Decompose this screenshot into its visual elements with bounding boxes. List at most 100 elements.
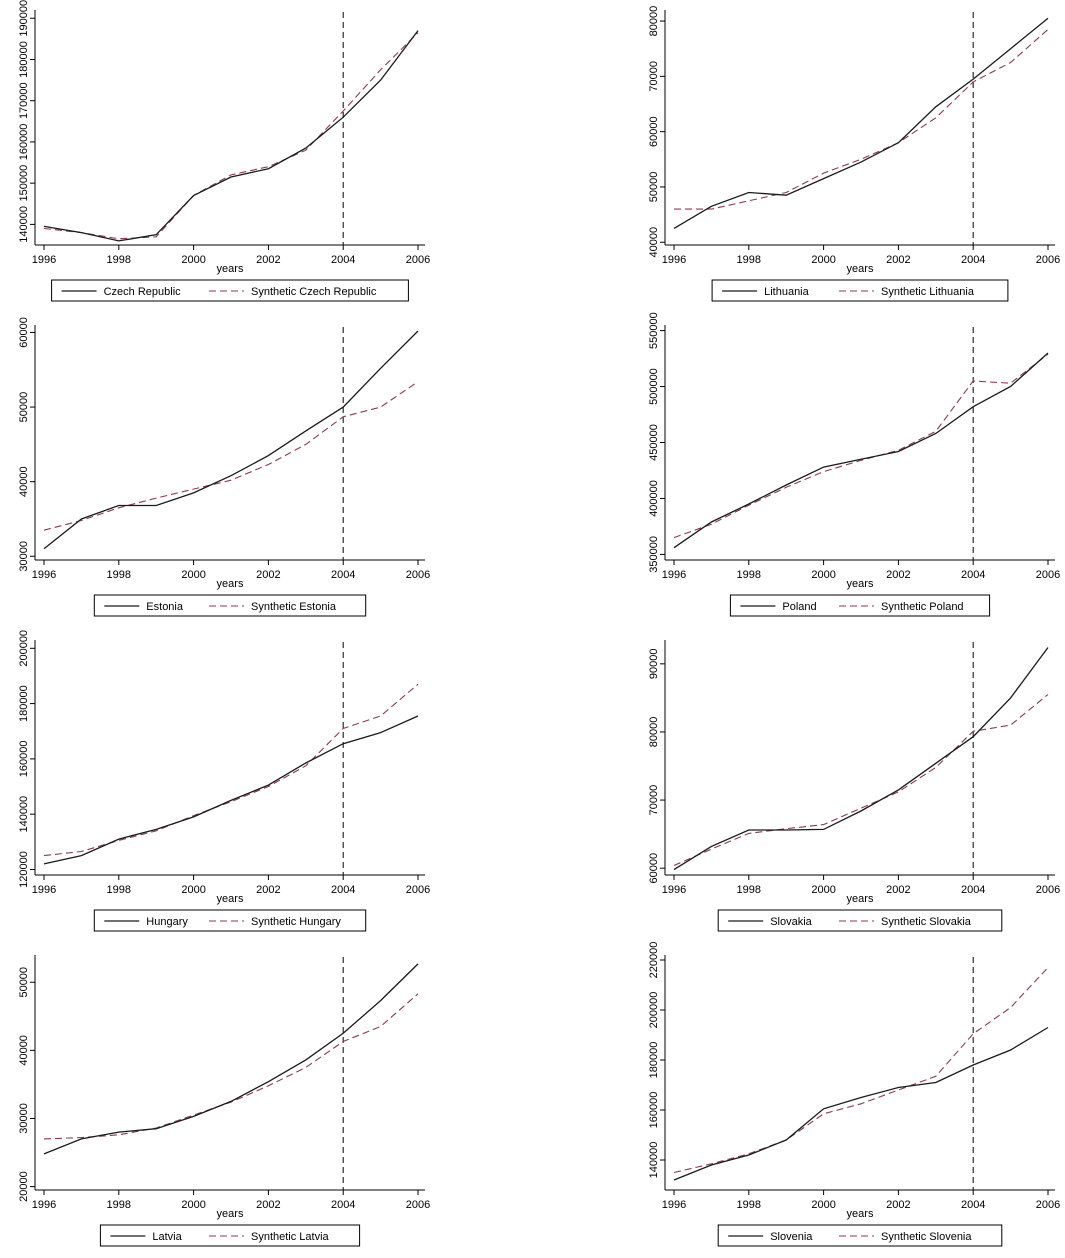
- chart-3-ytick-label-3: 60000: [18, 317, 30, 348]
- chart-1-xtick-label-4: 2004: [331, 254, 355, 266]
- chart-2-legend-label-actual: Lithuania: [764, 286, 810, 298]
- chart-3-plot-area: [35, 325, 425, 560]
- chart-1-series-actual: [43, 30, 419, 242]
- chart-5-series-synthetic: [43, 683, 419, 857]
- chart-7-x-axis-label: years: [217, 1208, 244, 1220]
- chart-5-plot-area: [35, 640, 425, 875]
- chart-8-x-axis-label: years: [847, 1208, 874, 1220]
- chart-5: 120000 140000 160000 180000 200000 1996 1998 20…: [18, 630, 430, 932]
- chart-8-ytick-label-3: 200000: [648, 992, 660, 1029]
- chart-5-legend-label-actual: Hungary: [146, 916, 188, 928]
- chart-5-ytick-label-2: 160000: [18, 741, 30, 778]
- chart-1-ytick-label-3: 170000: [18, 82, 30, 119]
- chart-5-ytick-label-4: 200000: [18, 630, 30, 667]
- chart-1-ytick-label-1: 150000: [18, 165, 30, 202]
- chart-1-xtick-label-3: 2002: [256, 254, 280, 266]
- chart-1-x-axis-label: years: [217, 263, 244, 275]
- chart-3-legend-label-synthetic: Synthetic Estonia: [251, 601, 337, 613]
- chart-2-legend: [711, 279, 1009, 302]
- chart-3-series-actual: [43, 330, 419, 550]
- chart-1-ytick-label-4: 180000: [18, 41, 30, 78]
- chart-5-xtick-label-2: 2000: [181, 884, 205, 896]
- chart-2-series-synthetic: [674, 28, 1049, 210]
- chart-8-plot-area: [665, 955, 1055, 1190]
- chart-4-plot-area: [665, 325, 1055, 560]
- chart-2-ytick-label-2: 60000: [648, 116, 660, 147]
- chart-8-legend: [717, 1224, 1003, 1247]
- chart-2-ytick-label-3: 70000: [648, 61, 660, 92]
- chart-2-ytick-label-1: 50000: [648, 172, 660, 203]
- chart-6-legend: [717, 909, 1003, 932]
- chart-7-xtick-label-5: 2006: [406, 1199, 430, 1211]
- chart-2-ytick-label-0: 40000: [648, 227, 660, 258]
- chart-5-ytick-label-0: 120000: [18, 851, 30, 888]
- chart-8-ytick-label-1: 160000: [648, 1092, 660, 1129]
- chart-7-legend: [99, 1224, 361, 1247]
- chart-7-ytick-label-2: 40000: [18, 1035, 30, 1066]
- chart-4-legend-label-synthetic: Synthetic Poland: [881, 601, 964, 613]
- chart-2-plot-area: [665, 10, 1055, 245]
- chart-1-xtick-label-5: 2006: [406, 254, 430, 266]
- chart-4-ytick-label-3: 500000: [648, 368, 660, 405]
- chart-2-xtick-label-2: 2000: [811, 254, 835, 266]
- chart-2-xtick-label-1: 1998: [737, 254, 761, 266]
- chart-8-legend-label-synthetic: Synthetic Slovenia: [881, 1231, 972, 1243]
- chart-5-x-axis-label: years: [217, 893, 244, 905]
- chart-1-ytick-label-5: 190000: [18, 0, 30, 37]
- chart-4: 350000 400000 450000 500000 550000 1996 1998 20…: [648, 312, 1060, 617]
- chart-3-series-synthetic: [43, 381, 419, 531]
- chart-3-legend-label-actual: Estonia: [146, 601, 184, 613]
- chart-4-ytick-label-2: 450000: [648, 424, 660, 461]
- chart-6-ytick-label-3: 90000: [648, 649, 660, 680]
- chart-6-series-synthetic: [673, 694, 1049, 867]
- chart-8-xtick-label-2: 2000: [811, 1199, 835, 1211]
- chart-8-ytick-label-0: 140000: [648, 1142, 660, 1179]
- chart-8-ytick-label-4: 220000: [648, 942, 660, 979]
- chart-6-series-actual: [673, 647, 1049, 871]
- chart-2: 40000 50000 60000 70000 80000 1996 1998 2000 200…: [648, 6, 1060, 302]
- chart-5-xtick-label-4: 2004: [331, 884, 355, 896]
- chart-6: 60000 70000 80000 90000 1996 1998 2000 2002 2004…: [648, 640, 1060, 932]
- chart-6-xtick-label-0: 1996: [662, 884, 686, 896]
- chart-6-x-axis-label: years: [847, 893, 874, 905]
- chart-7-xtick-label-0: 1996: [32, 1199, 56, 1211]
- chart-1-legend: [51, 279, 409, 302]
- chart-2-ytick-label-4: 80000: [648, 6, 660, 37]
- chart-6-xtick-label-1: 1998: [737, 884, 761, 896]
- chart-3-x-axis-label: years: [217, 578, 244, 590]
- chart-4-x-axis-label: years: [847, 578, 874, 590]
- chart-1-xtick-label-2: 2000: [181, 254, 205, 266]
- chart-8-ytick-label-2: 180000: [648, 1042, 660, 1079]
- chart-2-legend-label-synthetic: Synthetic Lithuania: [881, 286, 975, 298]
- chart-8: 140000 160000 180000 200000 220000 1996 1998 20…: [648, 942, 1060, 1247]
- chart-1-legend-label-actual: Czech Republic: [104, 286, 182, 298]
- chart-8-series-actual: [673, 1026, 1049, 1181]
- chart-7-xtick-label-4: 2004: [331, 1199, 355, 1211]
- chart-6-xtick-label-3: 2002: [886, 884, 910, 896]
- chart-3-ytick-label-2: 50000: [18, 392, 30, 423]
- chart-7-ytick-label-1: 30000: [18, 1103, 30, 1134]
- chart-4-xtick-label-1: 1998: [737, 569, 761, 581]
- chart-7-legend-label-synthetic: Synthetic Latvia: [251, 1231, 330, 1243]
- chart-8-xtick-label-1: 1998: [737, 1199, 761, 1211]
- chart-1-xtick-label-0: 1996: [32, 254, 56, 266]
- chart-4-ytick-label-4: 550000: [648, 312, 660, 349]
- chart-2-xtick-label-3: 2002: [886, 254, 910, 266]
- chart-8-series-synthetic: [673, 967, 1049, 1174]
- chart-4-ytick-label-1: 400000: [648, 480, 660, 517]
- chart-1-ytick-label-0: 140000: [18, 206, 30, 243]
- chart-8-legend-label-actual: Slovenia: [770, 1231, 813, 1243]
- chart-7-xtick-label-2: 2000: [181, 1199, 205, 1211]
- chart-2-xtick-label-0: 1996: [662, 254, 686, 266]
- chart-4-xtick-label-2: 2000: [811, 569, 835, 581]
- chart-2-xtick-label-4: 2004: [961, 254, 985, 266]
- chart-7-legend-label-actual: Latvia: [152, 1231, 182, 1243]
- chart-7-ytick-label-3: 50000: [18, 967, 30, 998]
- chart-1: 140000 150000 160000 170000 180000 190000 1996…: [18, 0, 430, 302]
- chart-4-ytick-label-0: 350000: [648, 536, 660, 573]
- chart-3-ytick-label-1: 40000: [18, 466, 30, 497]
- chart-6-xtick-label-4: 2004: [961, 884, 985, 896]
- chart-4-xtick-label-5: 2006: [1036, 569, 1060, 581]
- chart-4-legend: [729, 594, 991, 617]
